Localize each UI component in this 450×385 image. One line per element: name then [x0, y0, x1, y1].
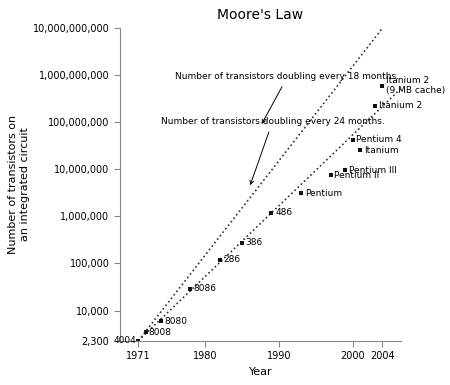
Text: 8080: 8080: [164, 316, 187, 326]
Text: Pentium 4: Pentium 4: [356, 135, 402, 144]
Text: Itanium 2: Itanium 2: [378, 101, 422, 110]
Text: 4004: 4004: [113, 336, 136, 345]
Text: 8086: 8086: [194, 284, 217, 293]
Text: 386: 386: [246, 238, 263, 247]
Text: Number of transistors doubling every 24 months.: Number of transistors doubling every 24 …: [161, 117, 384, 184]
Text: 286: 286: [223, 255, 240, 264]
Text: Pentium II: Pentium II: [334, 171, 379, 179]
Text: Pentium: Pentium: [305, 189, 342, 198]
Text: 8008: 8008: [148, 328, 171, 336]
Text: Pentium III: Pentium III: [349, 166, 397, 175]
Y-axis label: Number of transistors on
an integrated circuit: Number of transistors on an integrated c…: [9, 115, 30, 254]
Text: Number of transistors doubling every 18 months.: Number of transistors doubling every 18 …: [176, 72, 399, 123]
Text: Itanium: Itanium: [364, 146, 398, 155]
Text: Itanium 2
(9 MB cache): Itanium 2 (9 MB cache): [386, 76, 445, 95]
Title: Moore's Law: Moore's Law: [217, 8, 303, 22]
Text: 486: 486: [275, 208, 292, 217]
X-axis label: Year: Year: [248, 367, 272, 377]
